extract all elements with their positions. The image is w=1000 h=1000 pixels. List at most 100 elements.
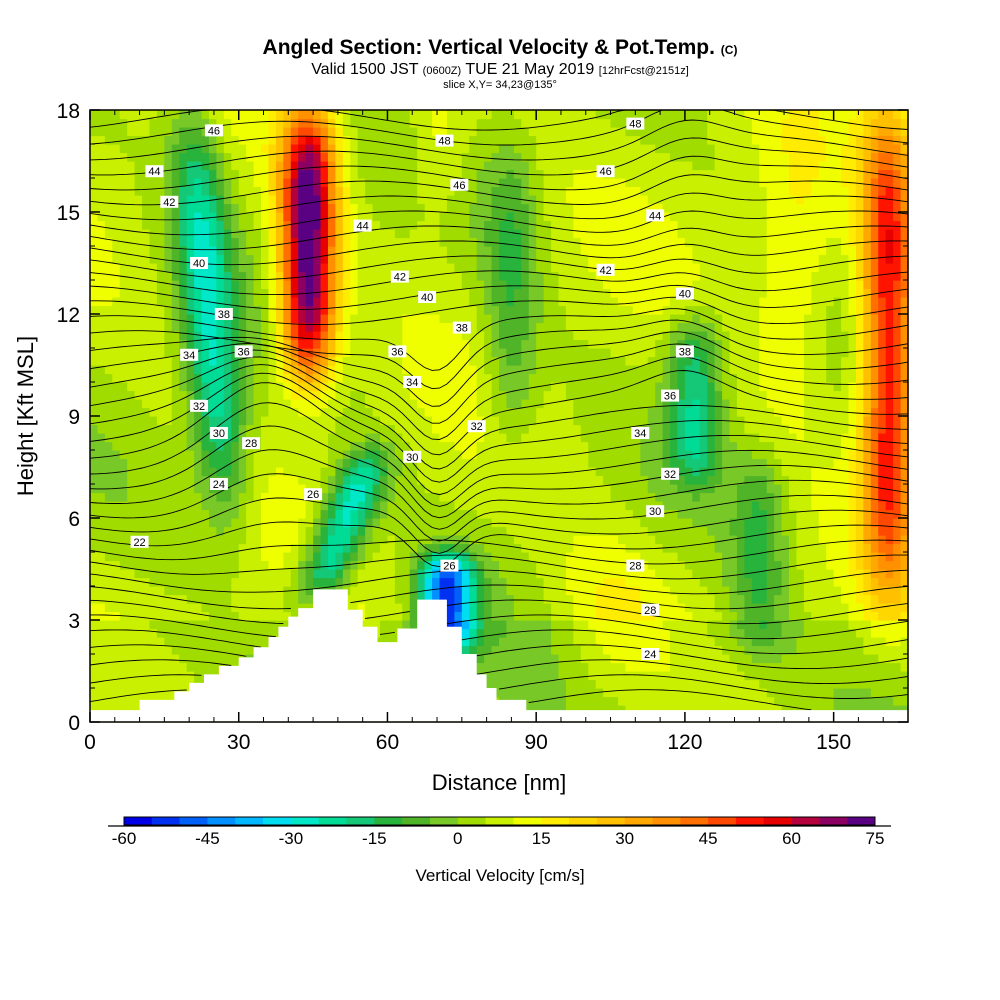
heatmap-cell (491, 535, 500, 545)
heatmap-cell (394, 501, 403, 511)
heatmap-cell (305, 603, 314, 613)
heatmap-cell (558, 356, 567, 366)
heatmap-cell (409, 501, 418, 511)
heatmap-cell (342, 161, 351, 171)
heatmap-cell (565, 475, 574, 485)
heatmap-cell (201, 526, 210, 536)
heatmap-cell (402, 484, 411, 494)
heatmap-cell (194, 127, 203, 137)
heatmap-cell (90, 569, 99, 579)
heatmap-cell (90, 611, 99, 621)
heatmap-cell (499, 161, 508, 171)
heatmap-cell (409, 416, 418, 426)
heatmap-cell (394, 186, 403, 196)
heatmap-cell (424, 416, 433, 426)
heatmap-cell (216, 416, 225, 426)
heatmap-cell (484, 416, 493, 426)
heatmap-cell (484, 305, 493, 315)
heatmap-cell (149, 407, 158, 417)
heatmap-cell (387, 620, 396, 630)
heatmap-cell (595, 594, 604, 604)
heatmap-cell (528, 679, 537, 689)
heatmap-cell (179, 552, 188, 562)
heatmap-cell (409, 169, 418, 179)
heatmap-cell (112, 441, 121, 451)
heatmap-cell (268, 331, 277, 341)
heatmap-cell (365, 229, 374, 239)
heatmap-cell (513, 118, 522, 128)
heatmap-cell (380, 399, 389, 409)
heatmap-cell (350, 526, 359, 536)
heatmap-cell (476, 586, 485, 596)
heatmap-cell (380, 322, 389, 332)
heatmap-cell (394, 382, 403, 392)
heatmap-cell (156, 628, 165, 638)
heatmap-cell (90, 212, 99, 222)
heatmap-cell (268, 186, 277, 196)
heatmap-cell (536, 441, 545, 451)
heatmap-cell (246, 475, 255, 485)
heatmap-cell (454, 611, 463, 621)
heatmap-cell (216, 518, 225, 528)
heatmap-cell (313, 288, 322, 298)
heatmap-cell (275, 110, 284, 120)
heatmap-cell (335, 254, 344, 264)
heatmap-cell (424, 161, 433, 171)
heatmap-cell (231, 424, 240, 434)
heatmap-cell (253, 475, 262, 485)
heatmap-cell (261, 433, 270, 443)
heatmap-cell (454, 594, 463, 604)
heatmap-cell (357, 416, 366, 426)
heatmap-cell (491, 229, 500, 239)
heatmap-cell (164, 679, 173, 689)
heatmap-cell (409, 535, 418, 545)
heatmap-cell (595, 399, 604, 409)
heatmap-cell (164, 331, 173, 341)
heatmap-cell (112, 603, 121, 613)
heatmap-cell (461, 450, 470, 460)
heatmap-cell (588, 492, 597, 502)
heatmap-cell (335, 475, 344, 485)
heatmap-cell (580, 127, 589, 137)
heatmap-cell (223, 373, 232, 383)
heatmap-cell (156, 135, 165, 145)
heatmap-cell (543, 280, 552, 290)
heatmap-cell (372, 467, 381, 477)
heatmap-cell (513, 620, 522, 630)
heatmap-cell (380, 560, 389, 570)
heatmap-cell (171, 535, 180, 545)
heatmap-cell (216, 254, 225, 264)
heatmap-cell (424, 560, 433, 570)
heatmap-cell (283, 373, 292, 383)
heatmap-cell (320, 254, 329, 264)
heatmap-cell (350, 195, 359, 205)
heatmap-cell (275, 526, 284, 536)
heatmap-cell (454, 373, 463, 383)
heatmap-cell (536, 560, 545, 570)
heatmap-cell (461, 152, 470, 162)
heatmap-cell (216, 603, 225, 613)
heatmap-cell (201, 662, 210, 672)
heatmap-cell (246, 552, 255, 562)
heatmap-cell (231, 543, 240, 553)
heatmap-cell (268, 229, 277, 239)
heatmap-cell (90, 526, 99, 536)
heatmap-cell (588, 484, 597, 494)
heatmap-cell (350, 560, 359, 570)
heatmap-cell (142, 484, 151, 494)
heatmap-cell (290, 161, 299, 171)
heatmap-cell (417, 586, 426, 596)
heatmap-cell (536, 322, 545, 332)
heatmap-cell (134, 594, 143, 604)
heatmap-cell (97, 433, 106, 443)
heatmap-cell (119, 594, 128, 604)
heatmap-cell (179, 280, 188, 290)
heatmap-cell (424, 280, 433, 290)
heatmap-cell (179, 611, 188, 621)
heatmap-cell (573, 144, 582, 154)
heatmap-cell (387, 178, 396, 188)
heatmap-cell (409, 484, 418, 494)
heatmap-cell (201, 144, 210, 154)
heatmap-cell (387, 365, 396, 375)
heatmap-cell (506, 195, 515, 205)
